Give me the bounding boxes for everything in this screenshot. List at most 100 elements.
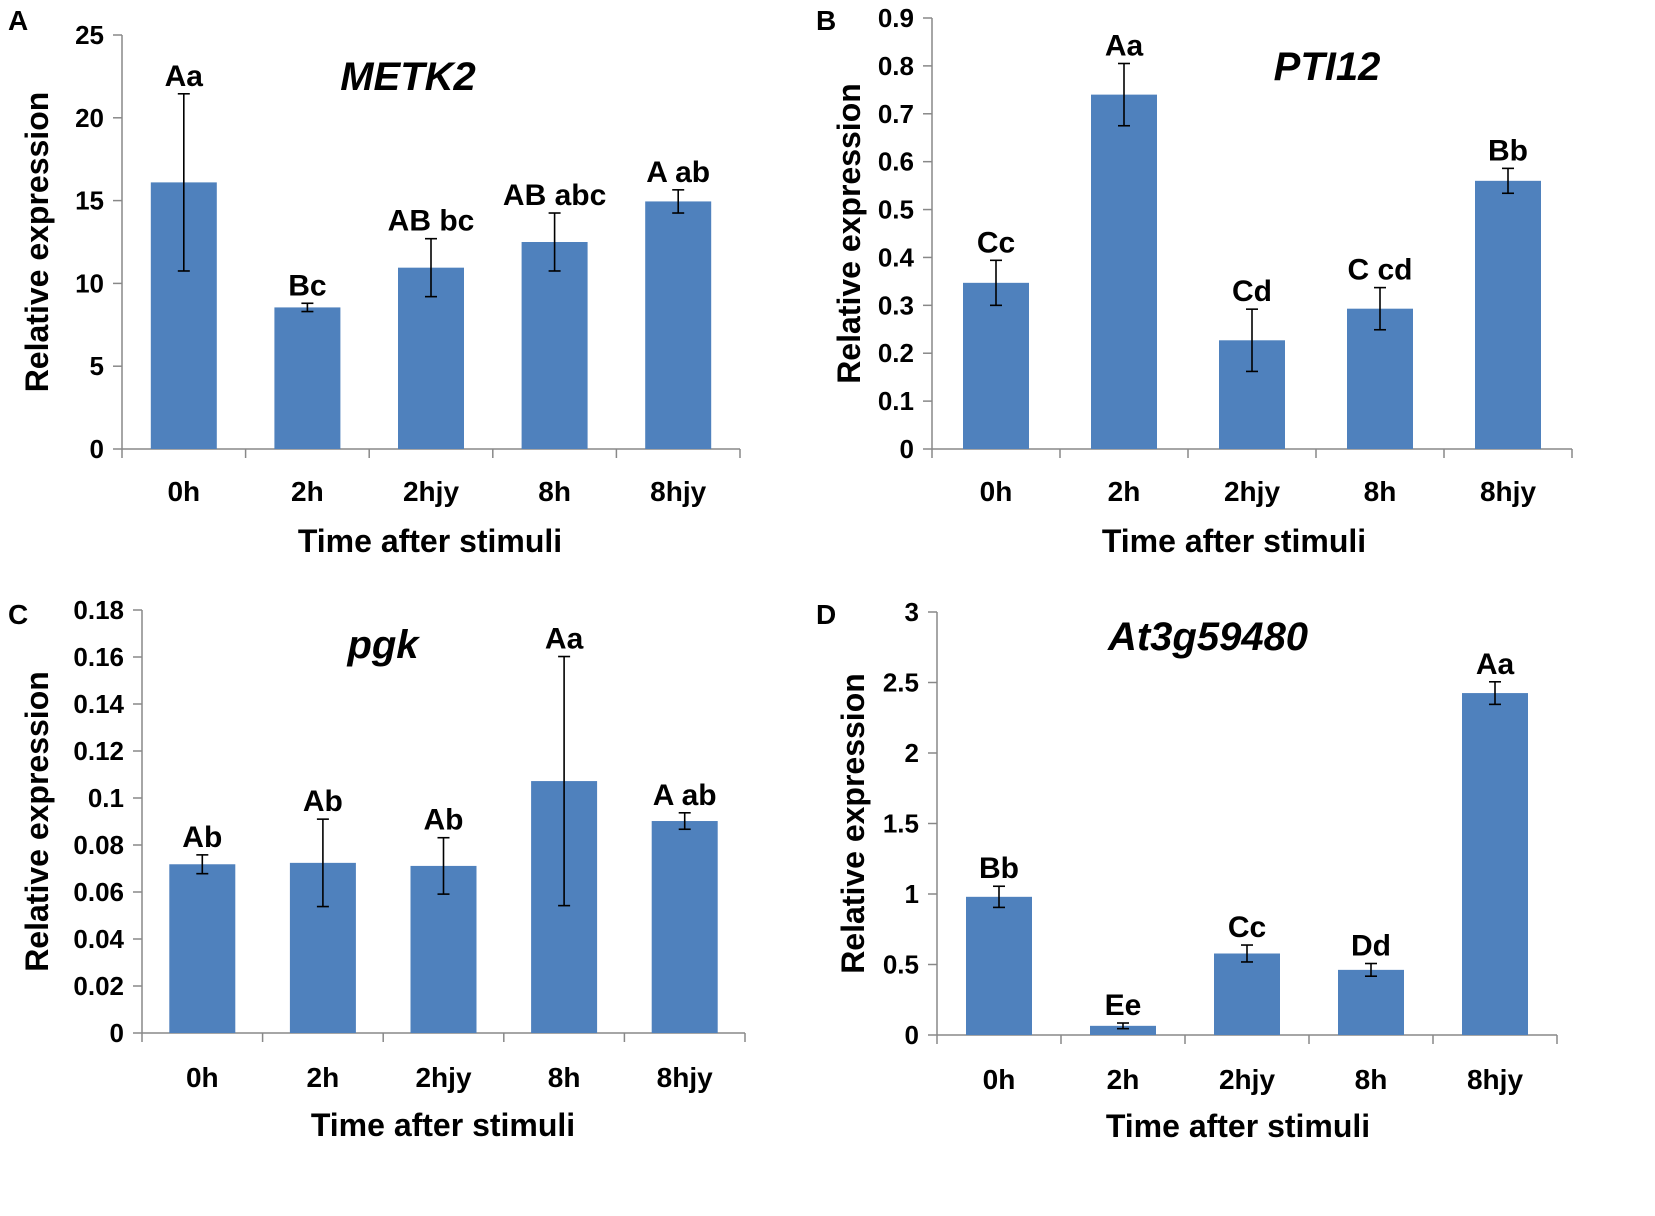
significance-label: A ab	[653, 779, 717, 812]
y-tick-label: 0.8	[878, 51, 914, 81]
y-tick-label: 0.12	[73, 736, 124, 766]
bar-8hjy	[645, 201, 712, 449]
y-tick-label: 0.6	[878, 147, 914, 177]
bar-2h	[1090, 1025, 1156, 1035]
bar-2hjy	[398, 267, 464, 449]
x-tick-label: 2hjy	[1219, 1064, 1275, 1095]
x-tick-label: 8h	[538, 476, 571, 507]
x-tick-label: 2hjy	[1224, 476, 1280, 507]
x-tick-label: 2h	[1108, 476, 1141, 507]
x-tick-label: 0h	[980, 476, 1013, 507]
panel-b: B PTI12 0 0.1 0.2 0.3 0.4 0.5 0.6 0.7 0.8 0.9 Cc 0h Aa…	[812, 0, 1655, 580]
significance-label: Cc	[1228, 911, 1266, 944]
x-tick-label: 2hjy	[415, 1062, 471, 1093]
y-axis-title: Relative expression	[831, 83, 867, 384]
bar-0h	[963, 282, 1029, 449]
significance-label: AB bc	[388, 205, 475, 238]
x-tick-label: 2h	[307, 1062, 340, 1093]
significance-label: Ab	[303, 785, 343, 818]
y-tick-label: 0.1	[878, 386, 914, 416]
x-axis-title: Time after stimuli	[1102, 523, 1366, 559]
y-tick-label: 0.08	[73, 830, 124, 860]
y-tick-label: 0.4	[878, 242, 915, 272]
y-tick-label: 0	[90, 434, 104, 464]
x-axis-title: Time after stimuli	[1106, 1108, 1370, 1144]
y-tick-label: 0.5	[883, 950, 919, 980]
y-tick-label: 0.3	[878, 290, 914, 320]
x-tick-label: 2hjy	[403, 476, 459, 507]
chart-title: pgk	[346, 623, 420, 667]
significance-label: AB abc	[503, 179, 606, 212]
y-tick-label: 0	[900, 434, 914, 464]
y-tick-label: 0.06	[73, 877, 124, 907]
chart-title: At3g59480	[1107, 615, 1308, 659]
x-axis-title: Time after stimuli	[311, 1107, 575, 1143]
x-tick-label: 8hjy	[650, 476, 706, 507]
y-axis-title: Relative expression	[19, 92, 55, 393]
chart-svg: A METK2 0 5 10 15 20 25 Aa 0h Bc 2h AB bc 2hjy AB abc 8…	[8, 5, 741, 559]
y-tick-label: 0.14	[73, 689, 124, 719]
bar-2h	[274, 307, 341, 449]
significance-label: Bc	[288, 269, 326, 302]
y-tick-label: 1.5	[883, 809, 919, 839]
panel-letter: C	[8, 599, 28, 630]
panel-d: D At3g59480 0 0.5 1 1.5 2 2.5 3 Bb 0h Ee 2h Cc 2hjy Dd 8…	[812, 590, 1655, 1216]
chart-svg: D At3g59480 0 0.5 1 1.5 2 2.5 3 Bb 0h Ee 2h Cc 2hjy Dd 8…	[816, 597, 1558, 1144]
y-tick-label: 0	[110, 1018, 124, 1048]
significance-label: Cc	[977, 226, 1015, 259]
significance-label: Aa	[1105, 29, 1144, 62]
y-tick-label: 3	[905, 597, 919, 627]
significance-label: Dd	[1351, 930, 1391, 963]
significance-label: Aa	[545, 623, 584, 656]
x-tick-label: 0h	[167, 476, 200, 507]
x-tick-label: 0h	[983, 1064, 1016, 1095]
y-tick-label: 0.1	[88, 783, 124, 813]
bar-8hjy	[1475, 180, 1541, 450]
significance-label: Aa	[1476, 648, 1515, 681]
y-tick-label: 0.18	[73, 595, 124, 625]
y-tick-label: 0.9	[878, 3, 914, 33]
significance-label: Bb	[1488, 134, 1528, 167]
significance-label: Bb	[979, 852, 1019, 885]
y-tick-label: 20	[75, 103, 104, 133]
panel-letter: D	[816, 599, 836, 630]
x-tick-label: 8hjy	[1467, 1064, 1523, 1095]
significance-label: Ee	[1105, 989, 1142, 1022]
panel-letter: A	[8, 5, 28, 36]
y-tick-label: 2.5	[883, 668, 919, 698]
y-axis-title: Relative expression	[835, 673, 871, 974]
bar-2h	[1091, 94, 1157, 449]
x-tick-label: 8hjy	[657, 1062, 713, 1093]
y-tick-label: 1	[905, 879, 919, 909]
significance-label: A ab	[646, 156, 710, 189]
y-tick-label: 0.04	[73, 924, 124, 954]
chart-title: METK2	[340, 55, 476, 99]
y-tick-label: 2	[905, 738, 919, 768]
x-axis-title: Time after stimuli	[298, 523, 562, 559]
significance-label: Aa	[165, 60, 204, 93]
x-tick-label: 8h	[1364, 476, 1397, 507]
significance-label: Ab	[424, 804, 464, 837]
y-axis-title: Relative expression	[19, 671, 55, 972]
chart-svg: B PTI12 0 0.1 0.2 0.3 0.4 0.5 0.6 0.7 0.8 0.9 Cc 0h Aa…	[816, 3, 1573, 559]
significance-label: Ab	[182, 821, 222, 854]
panel-a: A METK2 0 5 10 15 20 25 Aa 0h Bc 2h AB bc 2hjy AB abc 8…	[0, 0, 790, 580]
bar-8h	[1347, 308, 1413, 449]
y-tick-label: 0.16	[73, 642, 124, 672]
bar-8h	[521, 242, 588, 449]
y-tick-label: 0.5	[878, 195, 914, 225]
bar-2hjy	[1214, 953, 1280, 1035]
y-tick-label: 5	[90, 351, 104, 381]
x-tick-label: 2h	[291, 476, 324, 507]
x-tick-label: 8h	[548, 1062, 581, 1093]
chart-title: PTI12	[1274, 45, 1381, 89]
x-tick-label: 8hjy	[1480, 476, 1536, 507]
bar-0h	[169, 864, 236, 1033]
x-tick-label: 2h	[1107, 1064, 1140, 1095]
significance-label: Cd	[1232, 275, 1272, 308]
significance-label: C cd	[1347, 254, 1412, 287]
x-tick-label: 8h	[1355, 1064, 1388, 1095]
y-tick-label: 0.02	[73, 971, 124, 1001]
